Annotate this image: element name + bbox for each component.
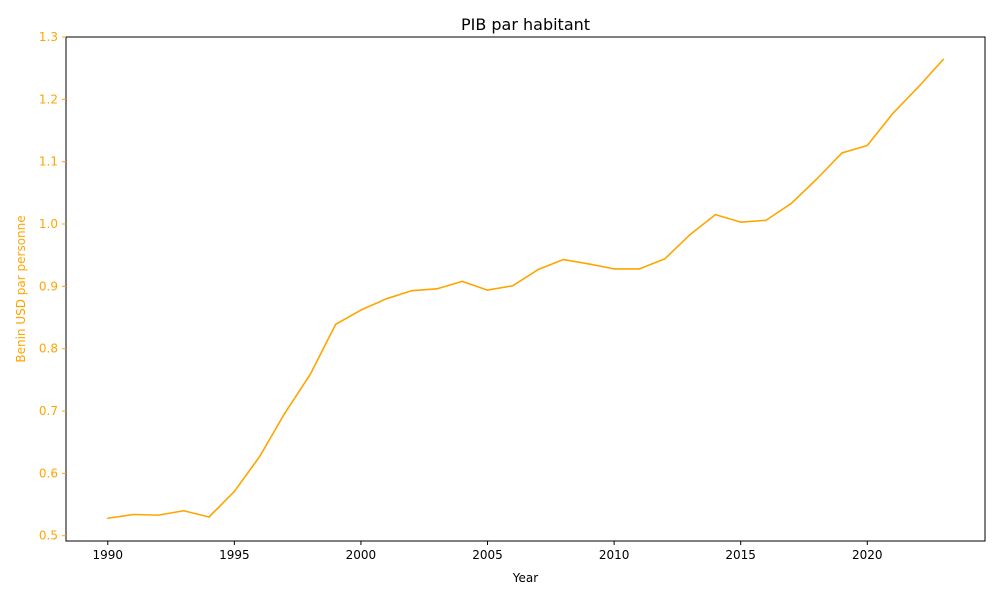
data-point	[486, 289, 489, 291]
data-point	[106, 517, 109, 520]
data-point	[182, 509, 185, 512]
y-tick-label: 0.5	[39, 529, 58, 543]
chart-title: PIB par habitant	[461, 15, 590, 34]
data-point	[638, 268, 641, 270]
data-point	[537, 268, 539, 271]
x-tick-label: 2010	[599, 548, 630, 562]
x-axis-label: Year	[512, 571, 538, 585]
y-tick-label: 1.0	[39, 217, 58, 231]
y-tick-label: 1.3	[39, 30, 58, 44]
data-point	[714, 213, 717, 216]
plot-area	[65, 36, 986, 542]
data-point	[942, 58, 945, 61]
data-point	[436, 288, 438, 290]
y-tick-label: 0.8	[39, 342, 58, 356]
data-point	[258, 455, 261, 458]
x-tick-label: 2005	[472, 548, 503, 562]
data-point	[765, 219, 767, 222]
data-point	[790, 202, 793, 205]
y-tick-label: 0.7	[39, 404, 58, 418]
series-layer	[106, 58, 945, 520]
data-point	[689, 233, 691, 236]
data-point	[461, 280, 464, 283]
y-tick-label: 0.6	[39, 466, 58, 480]
data-point	[385, 298, 388, 300]
data-point	[739, 221, 742, 223]
data-point	[157, 514, 160, 516]
data-point	[309, 373, 312, 376]
plot-frame	[65, 36, 986, 542]
data-point	[815, 178, 818, 180]
data-point	[334, 323, 337, 326]
x-tick-label: 1990	[92, 548, 123, 562]
data-point	[917, 86, 919, 89]
data-point	[663, 258, 666, 260]
data-point	[841, 152, 843, 154]
data-point	[132, 513, 134, 516]
y-axis: 0.5 0.6 0.7 0.8 0.9 1.0 1.1 1.2 1.3	[39, 30, 66, 543]
data-point	[233, 490, 236, 493]
data-point	[866, 144, 869, 147]
x-axis: 1990 1995 2000 2005 2010 2015 2020	[92, 541, 883, 562]
data-point	[284, 412, 286, 414]
y-tick-label: 1.1	[39, 155, 58, 169]
data-point	[512, 284, 514, 287]
data-point	[360, 309, 362, 311]
y-tick-label: 0.9	[39, 279, 58, 293]
data-point	[587, 263, 590, 265]
data-point	[410, 289, 413, 292]
x-tick-label: 2020	[852, 548, 883, 562]
x-tick-label: 1995	[219, 548, 250, 562]
series-line	[107, 58, 944, 520]
x-tick-label: 2000	[346, 548, 377, 562]
data-point	[891, 112, 894, 115]
x-tick-label: 2015	[725, 548, 756, 562]
data-point	[208, 516, 210, 518]
data-point	[613, 268, 615, 270]
y-tick-label: 1.2	[39, 92, 58, 106]
data-point	[562, 258, 565, 261]
y-axis-label: Benin USD par personne	[14, 215, 28, 362]
